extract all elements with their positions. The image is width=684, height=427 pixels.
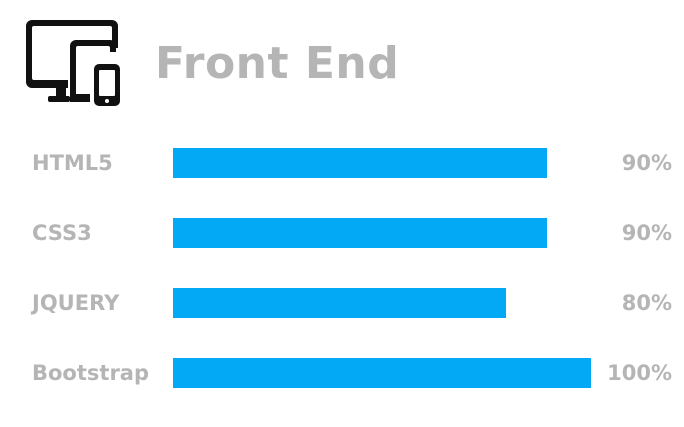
skill-track — [173, 358, 591, 388]
skill-percent: 80% — [621, 291, 672, 315]
skill-percent: 90% — [621, 151, 672, 175]
skill-row-html5: HTML5 90% — [0, 148, 684, 178]
page-title: Front End — [155, 38, 400, 89]
skill-name: Bootstrap — [32, 361, 149, 385]
skill-track — [173, 288, 591, 318]
skill-track — [173, 148, 591, 178]
skill-name: CSS3 — [32, 221, 92, 245]
skill-name: JQUERY — [32, 291, 120, 315]
skill-name: HTML5 — [32, 151, 113, 175]
skill-bar — [173, 148, 548, 178]
skill-bar — [173, 358, 591, 388]
skill-track — [173, 218, 591, 248]
skill-percent: 90% — [621, 221, 672, 245]
devices-icon — [26, 20, 120, 106]
section-header — [26, 18, 122, 108]
skill-bar — [173, 218, 548, 248]
skill-bar — [173, 288, 507, 318]
skill-row-css3: CSS3 90% — [0, 218, 684, 248]
skill-percent: 100% — [607, 361, 672, 385]
skill-row-jquery: JQUERY 80% — [0, 288, 684, 318]
skill-row-bootstrap: Bootstrap 100% — [0, 358, 684, 388]
